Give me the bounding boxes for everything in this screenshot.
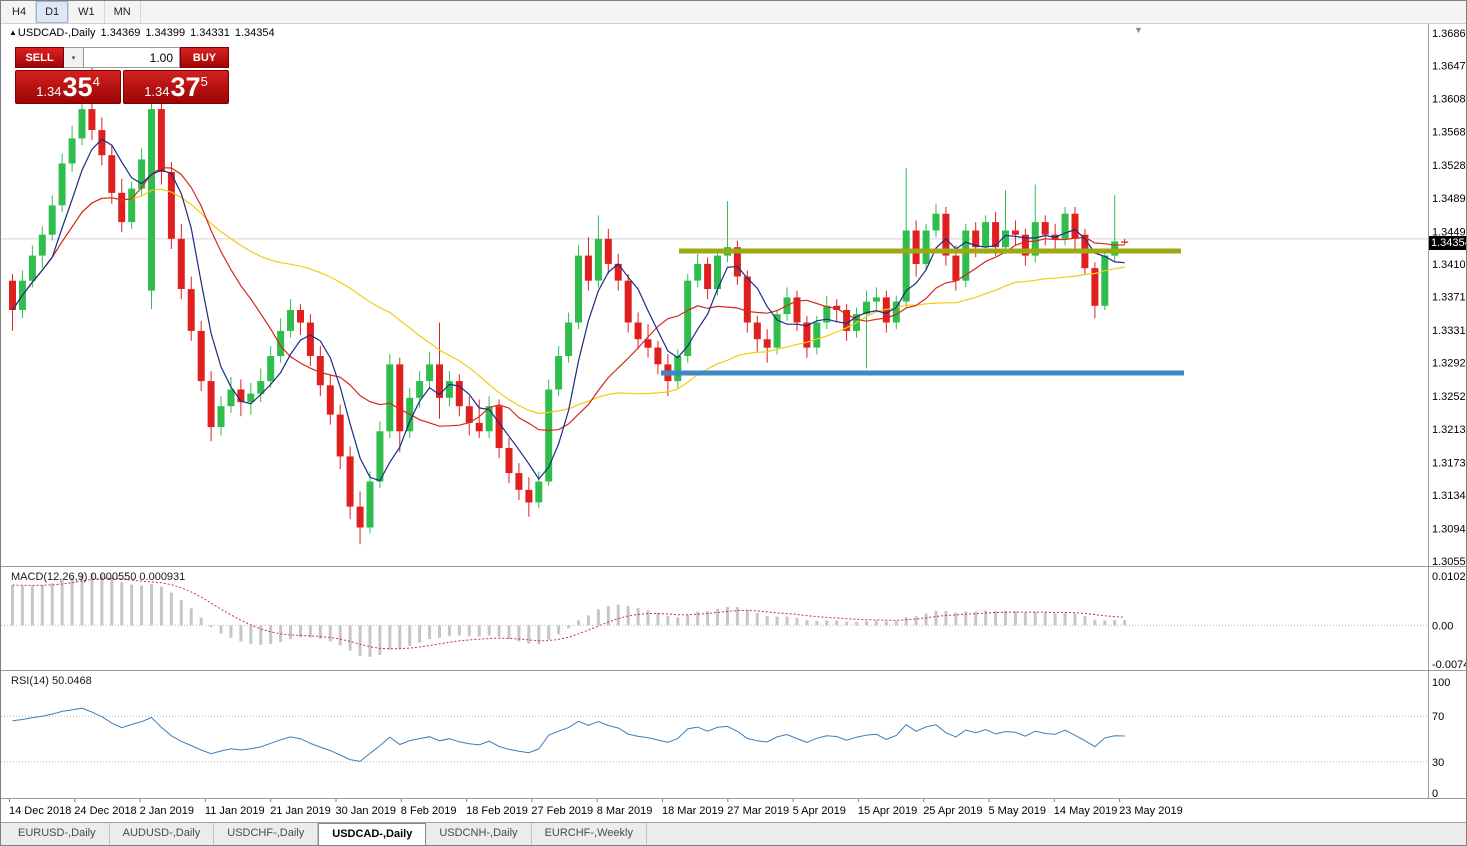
svg-text:23 May 2019: 23 May 2019 [1119,805,1183,817]
svg-text:1.36860: 1.36860 [1432,28,1467,40]
svg-text:14 Dec 2018: 14 Dec 2018 [9,805,71,817]
svg-text:11 Jan 2019: 11 Jan 2019 [205,805,265,817]
chart-tab-usdcnh[interactable]: USDCNH-,Daily [426,823,532,845]
chart-tab-eurchf[interactable]: EURCHF-,Weekly [532,823,647,845]
svg-text:15 Apr 2019: 15 Apr 2019 [858,805,917,817]
svg-text:0: 0 [1432,788,1438,800]
svg-text:1.33710: 1.33710 [1432,292,1467,304]
svg-text:1.36470: 1.36470 [1432,61,1467,73]
sell-price-display[interactable]: 1.34 35 4 [15,70,121,104]
dropdown-caret-icon: ▾ [71,54,76,62]
svg-text:2 Jan 2019: 2 Jan 2019 [140,805,194,817]
sell-button[interactable]: SELL [15,47,64,68]
chart-symbol-label: USDCAD-,Daily [17,27,96,39]
buy-price-prefix: 1.34 [144,84,170,99]
svg-text:14 May 2019: 14 May 2019 [1054,805,1118,817]
timeframe-button-w1[interactable]: W1 [69,1,105,23]
rsi-indicator-label: RSI(14) 50.0468 [11,675,92,687]
buy-price-display[interactable]: 1.34 37 5 [123,70,229,104]
ohlc-close: 1.34354 [234,27,275,39]
svg-text:1.36080: 1.36080 [1432,93,1467,105]
buy-button[interactable]: BUY [180,47,229,68]
svg-text:1.34100: 1.34100 [1432,259,1467,271]
svg-text:27 Mar 2019: 27 Mar 2019 [727,805,789,817]
ohlc-open: 1.34369 [100,27,141,39]
svg-text:5 Apr 2019: 5 Apr 2019 [793,805,846,817]
trade-prices-row: 1.34 35 4 1.34 37 5 [15,70,231,104]
svg-text:1.33310: 1.33310 [1432,325,1467,337]
svg-text:-0.007477: -0.007477 [1432,659,1467,671]
timeframe-button-mn[interactable]: MN [105,1,141,23]
svg-text:1.30940: 1.30940 [1432,523,1467,535]
scroll-to-end-icon[interactable]: ▼ [1134,25,1143,35]
svg-text:27 Feb 2019: 27 Feb 2019 [531,805,593,817]
svg-text:100: 100 [1432,677,1450,689]
timeframe-toolbar: H4 D1 W1 MN [1,1,1466,24]
buy-price-point: 5 [200,74,208,89]
current-price-badge: 1.34354 [1429,236,1467,250]
svg-text:8 Feb 2019: 8 Feb 2019 [401,805,457,817]
svg-text:1.32130: 1.32130 [1432,424,1467,436]
svg-text:5 May 2019: 5 May 2019 [989,805,1046,817]
candlesticks [9,64,1129,545]
one-click-trading-panel: SELL ▾ BUY 1.34 35 4 1.34 37 5 [15,47,231,104]
timeframe-button-d1[interactable]: D1 [36,1,70,23]
volume-dropdown-button[interactable]: ▾ [64,47,84,68]
sell-price-point: 4 [92,74,100,89]
svg-text:0.010229: 0.010229 [1432,571,1467,583]
svg-text:24 Dec 2018: 24 Dec 2018 [74,805,136,817]
sell-price-pips: 35 [62,71,93,102]
svg-text:70: 70 [1432,711,1444,723]
svg-text:1.32920: 1.32920 [1432,358,1467,370]
svg-text:18 Feb 2019: 18 Feb 2019 [466,805,528,817]
sell-price-prefix: 1.34 [36,84,62,99]
svg-text:1.35680: 1.35680 [1432,127,1467,139]
svg-text:25 Apr 2019: 25 Apr 2019 [923,805,982,817]
ohlc-high: 1.34399 [145,27,186,39]
svg-text:1.34890: 1.34890 [1432,193,1467,205]
svg-text:1.31730: 1.31730 [1432,457,1467,469]
svg-text:1.35280: 1.35280 [1432,160,1467,172]
one-click-collapse-icon[interactable]: ▲ [9,28,17,37]
chart-tab-usdcad[interactable]: USDCAD-,Daily [318,823,427,845]
chart-tab-eurusd[interactable]: EURUSD-,Daily [5,823,110,845]
chart-tab-audusd[interactable]: AUDUSD-,Daily [110,823,215,845]
timeframe-button-h4[interactable]: H4 [3,1,37,23]
chart-tab-bar: EURUSD-,Daily AUDUSD-,Daily USDCHF-,Daily U… [1,822,1466,845]
ohlc-low: 1.34331 [190,27,230,39]
trade-controls-row: SELL ▾ BUY [15,47,231,68]
chart-tab-usdchf[interactable]: USDCHF-,Daily [214,823,319,845]
svg-text:30 Jan 2019: 30 Jan 2019 [336,805,397,817]
volume-input[interactable] [84,47,180,68]
svg-text:1.31340: 1.31340 [1432,490,1467,502]
svg-text:30: 30 [1432,757,1444,769]
chart-ohlc-title: ▲USDCAD-,Daily 1.34369 1.34399 1.34331 1.343… [9,27,280,39]
svg-text:0.00: 0.00 [1432,620,1453,632]
svg-text:1.34490: 1.34490 [1432,226,1467,238]
svg-text:1.32520: 1.32520 [1432,391,1467,403]
buy-price-pips: 37 [170,71,201,102]
svg-text:21 Jan 2019: 21 Jan 2019 [270,805,331,817]
svg-text:18 Mar 2019: 18 Mar 2019 [662,805,724,817]
svg-text:8 Mar 2019: 8 Mar 2019 [597,805,653,817]
macd-indicator-label: MACD(12,26,9) 0.000550 0.000931 [11,571,186,583]
